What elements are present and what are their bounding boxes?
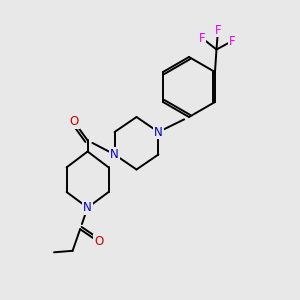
Text: O: O: [94, 235, 103, 248]
Text: O: O: [70, 115, 79, 128]
Text: F: F: [215, 23, 221, 37]
Text: N: N: [110, 148, 119, 161]
Text: N: N: [154, 125, 163, 139]
Text: F: F: [199, 32, 206, 45]
Text: F: F: [229, 34, 236, 48]
Text: N: N: [83, 201, 92, 214]
